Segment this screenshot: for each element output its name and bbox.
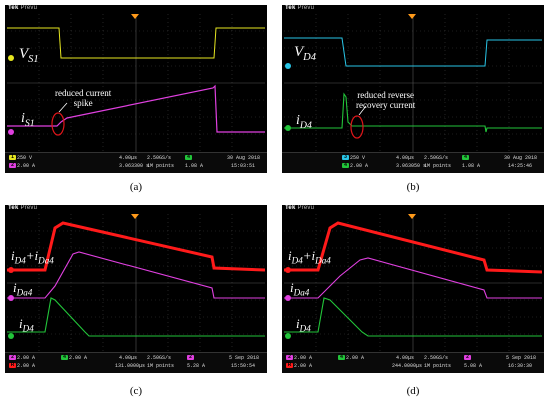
- vd4-trace: [284, 37, 542, 67]
- id4-trace: [7, 297, 265, 337]
- brand-logo: Tek Prevu: [285, 5, 315, 11]
- status-bar: 2 2.00 A R 2.00 A 4 2.00 A 4.00μs 2.50GS/s …: [282, 352, 544, 373]
- vs1-trace: [7, 27, 265, 59]
- caption-a: (a): [129, 181, 143, 193]
- id4-trace: [284, 92, 542, 133]
- scope-panel-d: Tek Prevu iD4+iDa4 iDa4 iD4 2 2.00 A R 2.00…: [282, 205, 544, 373]
- annotation-text: reduced reverse recovery current: [356, 90, 416, 110]
- status-bar: 3 250 V 4 2.00 A 4.00μs 2.50GS/s 1M points…: [282, 152, 544, 173]
- sum-trace: [7, 221, 265, 272]
- label-id4: iD4: [296, 113, 312, 131]
- label-sum: iD4+iDa4: [288, 248, 331, 266]
- label-vd4: VD4: [294, 44, 317, 63]
- scope-panel-b: Tek Prevu VD4 iD4 reduced reverse recovery…: [282, 5, 544, 173]
- waveform-screen: VS1 iS1 reduced current spike: [7, 14, 265, 152]
- label-ida4: iDa4: [13, 280, 33, 298]
- label-id4: iD4: [296, 316, 311, 334]
- scope-panel-c: Tek Prevu iD4+iDa4 iDa4 iD4 2 2.00 A R 2.00…: [5, 205, 267, 373]
- brand-logo: Tek Prevu: [8, 5, 38, 11]
- scope-header: Tek Prevu: [282, 205, 544, 214]
- scope-header: Tek Prevu: [282, 5, 544, 14]
- waveform-screen: iD4+iDa4 iDa4 iD4: [7, 214, 265, 352]
- brand-logo: Tek Prevu: [285, 205, 315, 211]
- label-is1: iS1: [21, 111, 35, 129]
- scope-header: Tek Prevu: [5, 205, 267, 214]
- caption-d: (d): [406, 385, 420, 397]
- caption-c: (c): [129, 385, 143, 397]
- waveform-screen: VD4 iD4 reduced reverse recovery current: [284, 14, 542, 152]
- label-id4: iD4: [19, 316, 34, 334]
- scope-header: Tek Prevu: [5, 5, 267, 14]
- label-sum: iD4+iDa4: [11, 248, 54, 266]
- brand-logo: Tek Prevu: [8, 205, 38, 211]
- is1-trace: [7, 84, 265, 133]
- ida4-trace: [284, 257, 542, 299]
- waveform-screen: iD4+iDa4 iDa4 iD4: [284, 214, 542, 352]
- caption-b: (b): [406, 181, 420, 193]
- label-ida4: iDa4: [290, 280, 310, 298]
- status-bar: 1 250 V 2 2.00 A 4.00μs 2.50GS/s 1M points…: [5, 152, 267, 173]
- status-bar: 2 2.00 A R 2.00 A 4 2.00 A 4.00μs 2.50GS/s …: [5, 352, 267, 373]
- annotation-ring: [51, 112, 65, 136]
- sum-trace: [284, 221, 542, 274]
- id4-trace: [284, 297, 542, 337]
- label-vs1: VS1: [19, 46, 39, 65]
- ida4-trace: [7, 251, 265, 299]
- annotation-ring: [350, 115, 364, 139]
- annotation-text: reduced current spike: [55, 88, 112, 108]
